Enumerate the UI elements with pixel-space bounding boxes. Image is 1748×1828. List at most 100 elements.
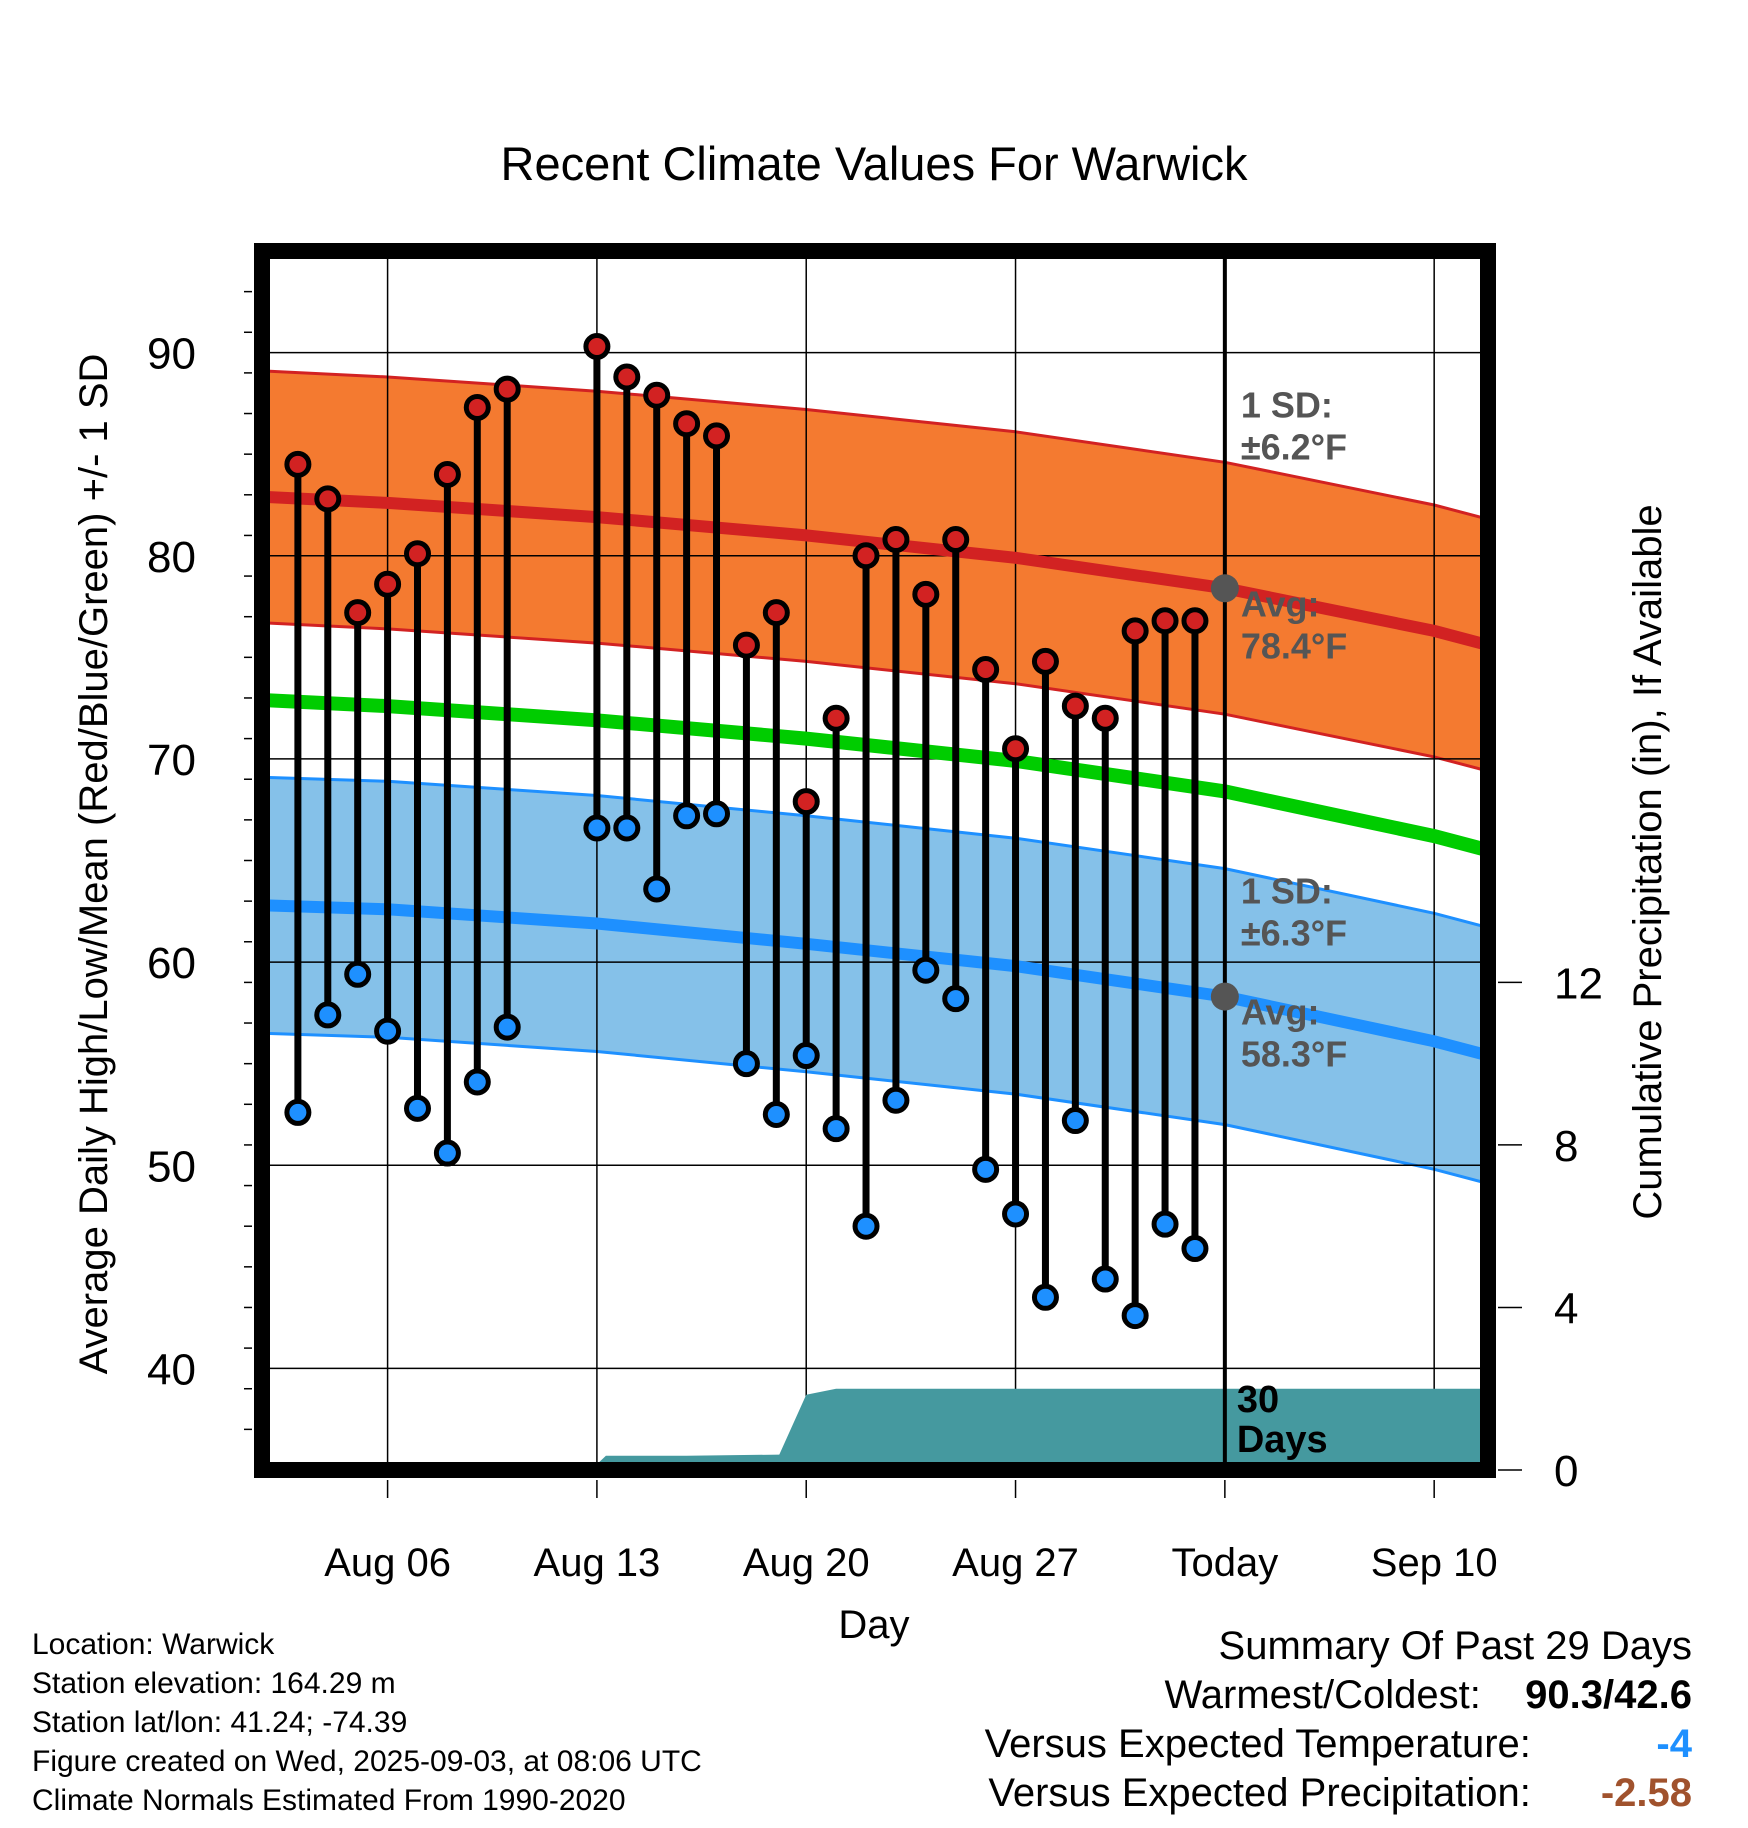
info-elevation: Station elevation: 164.29 m	[32, 1667, 396, 1700]
normal-low-line	[262, 899, 1488, 1062]
info-latlon: Station lat/lon: 41.24; -74.39	[32, 1706, 408, 1739]
high-avg-label: Avg:	[1241, 583, 1320, 624]
summary-warmest-row: Warmest/Coldest: 90.3/42.6	[985, 1671, 1693, 1720]
daily-low-point	[852, 1212, 880, 1240]
daily-high-point	[433, 460, 461, 488]
daily-low-point	[643, 875, 671, 903]
daily-high-point	[703, 422, 731, 450]
low-sd-label: 1 SD:	[1241, 871, 1333, 912]
precip-cumulative-area	[262, 1388, 1488, 1470]
daily-low-point	[792, 1042, 820, 1070]
daily-high-point	[374, 570, 402, 598]
summary-precip-label: Versus Expected Precipitation:	[988, 1771, 1531, 1815]
daily-high-point	[912, 580, 940, 608]
daily-low-point	[314, 1001, 342, 1029]
daily-low-point	[762, 1100, 790, 1128]
y-right-tick-label: 4	[1554, 1284, 1578, 1333]
summary-temp-label: Versus Expected Temperature:	[984, 1722, 1531, 1766]
daily-low-point	[374, 1017, 402, 1045]
daily-low-point	[403, 1094, 431, 1122]
daily-low-point	[1091, 1265, 1119, 1293]
high-avg-marker	[1210, 574, 1239, 603]
daily-high-point	[493, 375, 521, 403]
daily-low-point	[613, 814, 641, 842]
y-left-tick-label: 40	[147, 1345, 196, 1394]
x-tick-label: Today	[1171, 1541, 1278, 1585]
daily-high-point	[1031, 647, 1059, 675]
daily-low-point	[912, 956, 940, 984]
high-avg-value: 78.4°F	[1241, 625, 1347, 666]
x-tick-label: Aug 13	[534, 1541, 661, 1585]
y-right-tick-label: 8	[1554, 1122, 1578, 1171]
x-axis-label: Day	[838, 1603, 909, 1647]
normal-mean-line	[262, 693, 1488, 858]
high-sd-label: 1 SD:	[1241, 384, 1333, 425]
daily-high-point	[344, 599, 372, 627]
y-axis-label-left: Average Daily High/Low/Mean (Red/Blue/Gr…	[72, 354, 116, 1375]
daily-high-point	[643, 381, 671, 409]
daily-low-point	[822, 1115, 850, 1143]
info-created: Figure created on Wed, 2025-09-03, at 08…	[32, 1745, 702, 1778]
daily-high-point	[1061, 692, 1089, 720]
daily-low-point	[972, 1155, 1000, 1183]
high-sd-band-upper-edge	[262, 369, 1488, 521]
summary-warmest-label: Warmest/Coldest:	[1164, 1673, 1481, 1717]
low-sd-value: ±6.3°F	[1241, 913, 1347, 954]
normal-bands	[262, 369, 1488, 1185]
daily-low-point	[1002, 1200, 1030, 1228]
daily-high-point	[732, 631, 760, 659]
daily-low-point	[703, 800, 731, 828]
daily-low-point	[1061, 1107, 1089, 1135]
low-avg-marker	[1210, 982, 1239, 1011]
low-sd-band-lower-edge	[262, 1031, 1488, 1185]
x-tick-label: Aug 27	[952, 1541, 1079, 1585]
daily-high-point	[972, 656, 1000, 684]
daily-high-point	[314, 485, 342, 513]
daily-low-point	[882, 1086, 910, 1114]
station-info: Location: Warwick Station elevation: 164…	[32, 1625, 702, 1820]
daily-low-point	[433, 1139, 461, 1167]
summary-panel: Summary Of Past 29 Days Warmest/Coldest:…	[985, 1622, 1692, 1818]
x-tick-label: Aug 20	[743, 1541, 870, 1585]
daily-low-point	[1151, 1210, 1179, 1238]
y-right-tick-label: 12	[1554, 959, 1603, 1008]
daily-high-point	[1002, 735, 1030, 763]
daily-low-point	[732, 1050, 760, 1078]
daily-low-point	[344, 960, 372, 988]
y-axis-label-right: Cumulative Precipitation (in), If Availa…	[1626, 504, 1670, 1219]
daily-high-point	[822, 704, 850, 732]
high-sd-value: ±6.2°F	[1241, 426, 1347, 467]
daily-low-point	[284, 1098, 312, 1126]
daily-high-point	[882, 525, 910, 553]
normal-high-line	[262, 490, 1488, 651]
daily-low-point	[583, 814, 611, 842]
daily-high-point	[1121, 617, 1149, 645]
chart-title: Recent Climate Values For Warwick	[501, 137, 1248, 190]
daily-high-point	[1091, 704, 1119, 732]
high-sd-band	[262, 370, 1488, 772]
summary-precip-value: -2.58	[1600, 1771, 1692, 1815]
daily-low-point	[1031, 1283, 1059, 1311]
daily-high-point	[284, 450, 312, 478]
y-left-tick-label: 90	[147, 330, 196, 379]
precip-area	[262, 1388, 1488, 1470]
y-left-tick-label: 60	[147, 939, 196, 988]
y-left-tick-label: 50	[147, 1142, 196, 1191]
summary-temp-value: -4	[1656, 1722, 1692, 1766]
daily-low-point	[673, 802, 701, 830]
daily-low-point	[1121, 1302, 1149, 1330]
info-normals: Climate Normals Estimated From 1990-2020	[32, 1784, 626, 1817]
daily-high-point	[1181, 607, 1209, 635]
low-avg-value: 58.3°F	[1241, 1034, 1347, 1075]
y-left-tick-label: 70	[147, 736, 196, 785]
daily-high-point	[762, 599, 790, 627]
daily-high-point	[852, 542, 880, 570]
daily-low-point	[463, 1068, 491, 1096]
daily-high-point	[673, 410, 701, 438]
summary-precip-row: Versus Expected Precipitation: -2.58	[985, 1769, 1692, 1818]
normal-lines	[262, 490, 1488, 1062]
x-tick-label: Sep 10	[1371, 1541, 1498, 1585]
